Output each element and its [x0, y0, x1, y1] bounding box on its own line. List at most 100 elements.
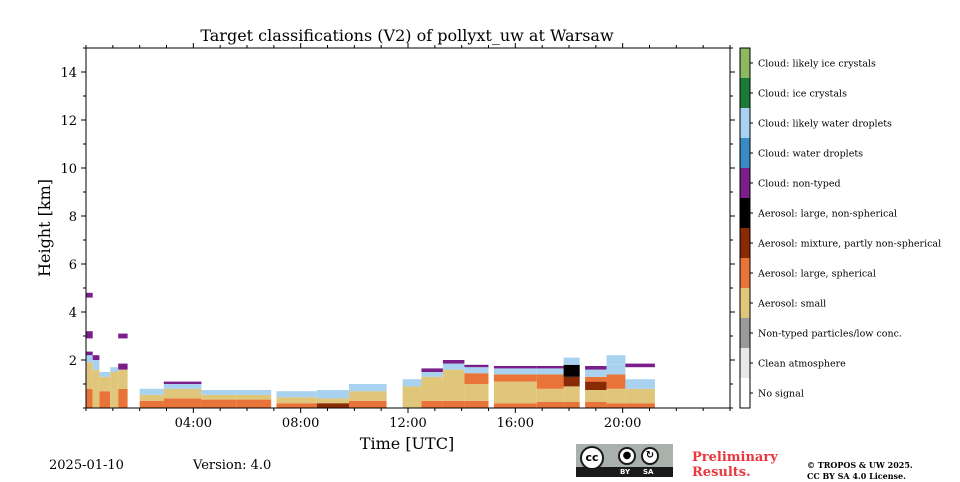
class-cell-16-1 [493, 381, 537, 404]
class-cell-16-2 [493, 374, 537, 382]
class-cell-11-0 [349, 400, 387, 408]
class-cell-11-1 [349, 391, 387, 401]
class-cell-2-2 [99, 372, 111, 377]
class-cell-0-1 [86, 362, 93, 389]
class-cell-3-1 [110, 367, 119, 372]
class-cell-15-4 [464, 364, 489, 368]
colorbar-swatch-1 [740, 348, 750, 378]
class-cell-17-2 [536, 374, 564, 389]
class-cell-13-1 [421, 376, 443, 401]
y-tick-label-14: 14 [60, 66, 77, 81]
colorbar-label-10: Cloud: ice crystals [758, 89, 847, 100]
class-cell-0-5 [86, 292, 93, 298]
class-cell-18-4 [563, 357, 580, 365]
x-tick-label-08:00: 08:00 [282, 416, 319, 431]
class-cell-6-1 [163, 388, 202, 399]
class-cell-12-0 [402, 386, 422, 408]
class-cell-0-0 [86, 388, 93, 408]
y-tick-label-12: 12 [60, 114, 77, 129]
class-cell-21-0 [625, 403, 655, 408]
x-tick-label-04:00: 04:00 [175, 416, 212, 431]
colorbar-swatch-11 [740, 48, 750, 78]
class-cell-17-4 [536, 366, 564, 369]
y-tick-label-8: 8 [69, 210, 77, 225]
colorbar-label-9: Cloud: likely water droplets [758, 119, 892, 130]
colorbar-swatch-10 [740, 78, 750, 108]
colorbar-label-11: Cloud: likely ice crystals [758, 59, 876, 70]
colorbar-label-5: Aerosol: mixture, partly non-spherical [757, 239, 941, 250]
sa-share-alike-icon: ↻ [641, 447, 659, 465]
by-person-icon: ● [618, 447, 636, 465]
class-cell-9-2 [276, 391, 317, 398]
class-cell-9-1 [276, 397, 317, 404]
class-cell-5-2 [139, 388, 164, 395]
class-cell-21-3 [625, 363, 655, 368]
class-cell-18-1 [563, 386, 580, 402]
sa-label: SA [643, 468, 654, 476]
colorbar-label-0: No signal [758, 389, 804, 400]
cc-license-badge: cc ● ↻ BY SA [576, 444, 673, 477]
preliminary-notice: Preliminary Results. [692, 450, 778, 480]
class-cell-4-3 [118, 333, 128, 339]
copyright-line-1: © TROPOS & UW 2025. [807, 460, 913, 470]
class-cell-9-0 [276, 403, 317, 408]
y-tick-label-4: 4 [69, 306, 77, 321]
class-cell-6-3 [163, 381, 202, 384]
class-cell-7-2 [201, 390, 237, 395]
class-cell-4-2 [118, 363, 128, 370]
class-cell-19-2 [585, 381, 607, 390]
y-tick-label-6: 6 [69, 258, 77, 273]
version-label: Version: 4.0 [193, 458, 272, 473]
class-cell-12-1 [402, 379, 422, 387]
preliminary-line-2: Results. [692, 465, 751, 480]
x-axis: 04:00 08:00 12:00 16:00 20:00 [85, 43, 731, 431]
class-cell-19-1 [585, 390, 607, 402]
class-cell-20-4 [606, 355, 626, 365]
x-axis-label: Time [UTC] [360, 434, 454, 453]
cc-icon: cc [580, 446, 604, 470]
classification-colorbar: No signal Clean atmosphere Non-typed parti… [739, 47, 941, 409]
colorbar-frame [739, 47, 751, 409]
plot-area [86, 48, 730, 408]
class-cell-13-2 [421, 372, 443, 377]
class-cell-18-2 [563, 376, 580, 387]
class-cell-2-0 [99, 391, 111, 408]
class-cell-8-0 [236, 399, 272, 408]
colorbar-swatch-4 [740, 258, 750, 288]
class-cell-18-3 [563, 364, 580, 377]
class-cell-20-3 [606, 364, 626, 375]
class-cell-15-1 [464, 384, 489, 401]
colorbar-swatch-5 [740, 228, 750, 258]
classification-field [86, 292, 655, 408]
class-cell-17-0 [536, 402, 564, 408]
x-tick-label-16:00: 16:00 [497, 416, 534, 431]
class-cell-7-0 [201, 399, 237, 408]
colorbar-swatch-7 [740, 168, 750, 198]
class-cell-19-5 [585, 366, 607, 370]
class-cell-13-0 [421, 400, 443, 408]
y-axis-label: Height [km] [35, 179, 54, 277]
class-cell-1-0 [92, 369, 100, 408]
colorbar-label-6: Aerosol: large, non-spherical [757, 209, 897, 220]
class-cell-16-4 [493, 366, 537, 369]
class-cell-15-3 [464, 367, 489, 374]
class-cell-14-0 [442, 400, 465, 408]
class-cell-8-1 [236, 394, 272, 400]
class-cell-0-4 [86, 331, 93, 339]
class-cell-5-1 [139, 394, 164, 401]
class-cell-16-3 [493, 368, 537, 375]
class-cell-6-2 [163, 384, 202, 389]
class-cell-5-0 [139, 400, 164, 408]
chart-title: Target classifications (V2) of pollyxt_u… [200, 26, 614, 45]
class-cell-4-1 [118, 369, 128, 389]
class-cell-10-1 [316, 398, 349, 404]
colorbar-swatch-9 [740, 108, 750, 138]
class-cell-13-3 [421, 368, 443, 372]
class-cell-0-2 [86, 355, 93, 363]
class-cell-2-1 [99, 376, 111, 392]
class-cell-21-2 [625, 379, 655, 389]
class-cell-14-3 [442, 360, 465, 364]
class-cell-20-1 [606, 388, 626, 404]
date-label: 2025-01-10 [49, 458, 124, 473]
